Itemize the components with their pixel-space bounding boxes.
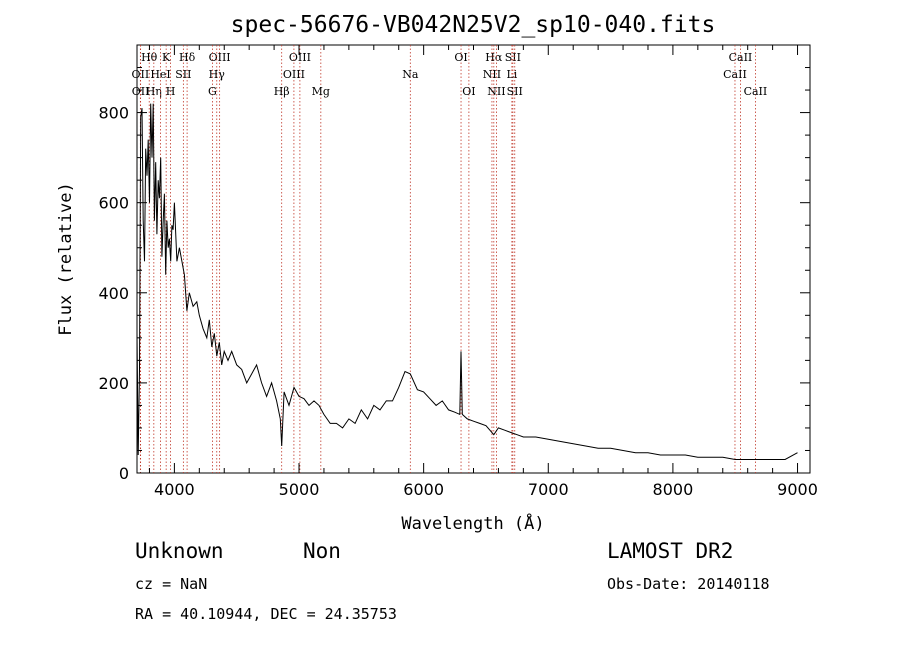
x-tick-label: 6000 [403,480,444,499]
plot-frame [136,44,811,474]
line-marker-label: SII [175,68,191,81]
line-marker-label: CaII [723,68,747,81]
y-axis-ticks: 0 200 400 600 800 [98,67,810,483]
x-tick-label: 5000 [279,480,320,499]
line-marker-label: OIII [289,51,311,64]
line-marker-label: SII [507,85,523,98]
x-tick-label: 4000 [154,480,195,499]
spectrum-line [136,103,798,460]
line-marker-label: OI [454,51,467,64]
x-axis-label: Wavelength (Å) [401,512,544,534]
line-marker-label: Hθ [141,51,158,64]
line-marker-label: HeI [150,68,170,81]
class-label: Unknown [135,539,224,563]
line-marker-label: NII [487,85,505,98]
obs-date-label: Obs-Date: 20140118 [607,575,770,593]
redshift-label: cz = NaN [135,575,207,593]
x-tick-label: 8000 [653,480,694,499]
x-axis-ticks: 4000 5000 6000 7000 8000 9000 [148,45,818,499]
y-tick-label: 600 [98,194,129,213]
y-axis-label: Flux (relative) [56,182,76,336]
x-tick-label: 7000 [528,480,569,499]
line-marker-label: Hδ [179,51,196,64]
y-tick-label: 200 [98,374,129,393]
line-marker-label: Hβ [274,85,290,98]
line-marker-label: CaII [729,51,753,64]
line-marker-label: Hα [485,51,503,64]
line-marker-label: SII [505,51,521,64]
line-marker-label: NII [483,68,501,81]
line-marker-label: K [162,51,171,64]
x-tick-label: 9000 [777,480,818,499]
info-block: Unknown Non LAMOST DR2 cz = NaN Obs-Date… [135,539,770,623]
coordinates-label: RA = 40.10944, DEC = 24.35753 [135,605,397,623]
y-tick-label: 400 [98,284,129,303]
line-marker-label: Hη [146,85,162,98]
line-marker-label: G [208,85,217,98]
subclass-label: Non [303,539,341,563]
line-marker-label: Na [402,68,419,81]
line-marker-label: CaII [744,85,768,98]
line-marker-label: OIII [283,68,305,81]
line-marker-label: H [166,85,176,98]
line-marker-label: OI [462,85,475,98]
survey-label: LAMOST DR2 [607,539,733,563]
line-marker-label: OII [132,85,150,98]
line-marker-label: Hγ [209,68,226,81]
line-marker-label: Mg [312,85,330,98]
y-tick-label: 800 [98,104,129,123]
line-marker-label: OIII [209,51,231,64]
chart-title: spec-56676-VB042N25V2_sp10-040.fits [231,12,716,38]
line-marker-label: Li [506,68,517,81]
y-tick-label: 0 [119,464,129,483]
